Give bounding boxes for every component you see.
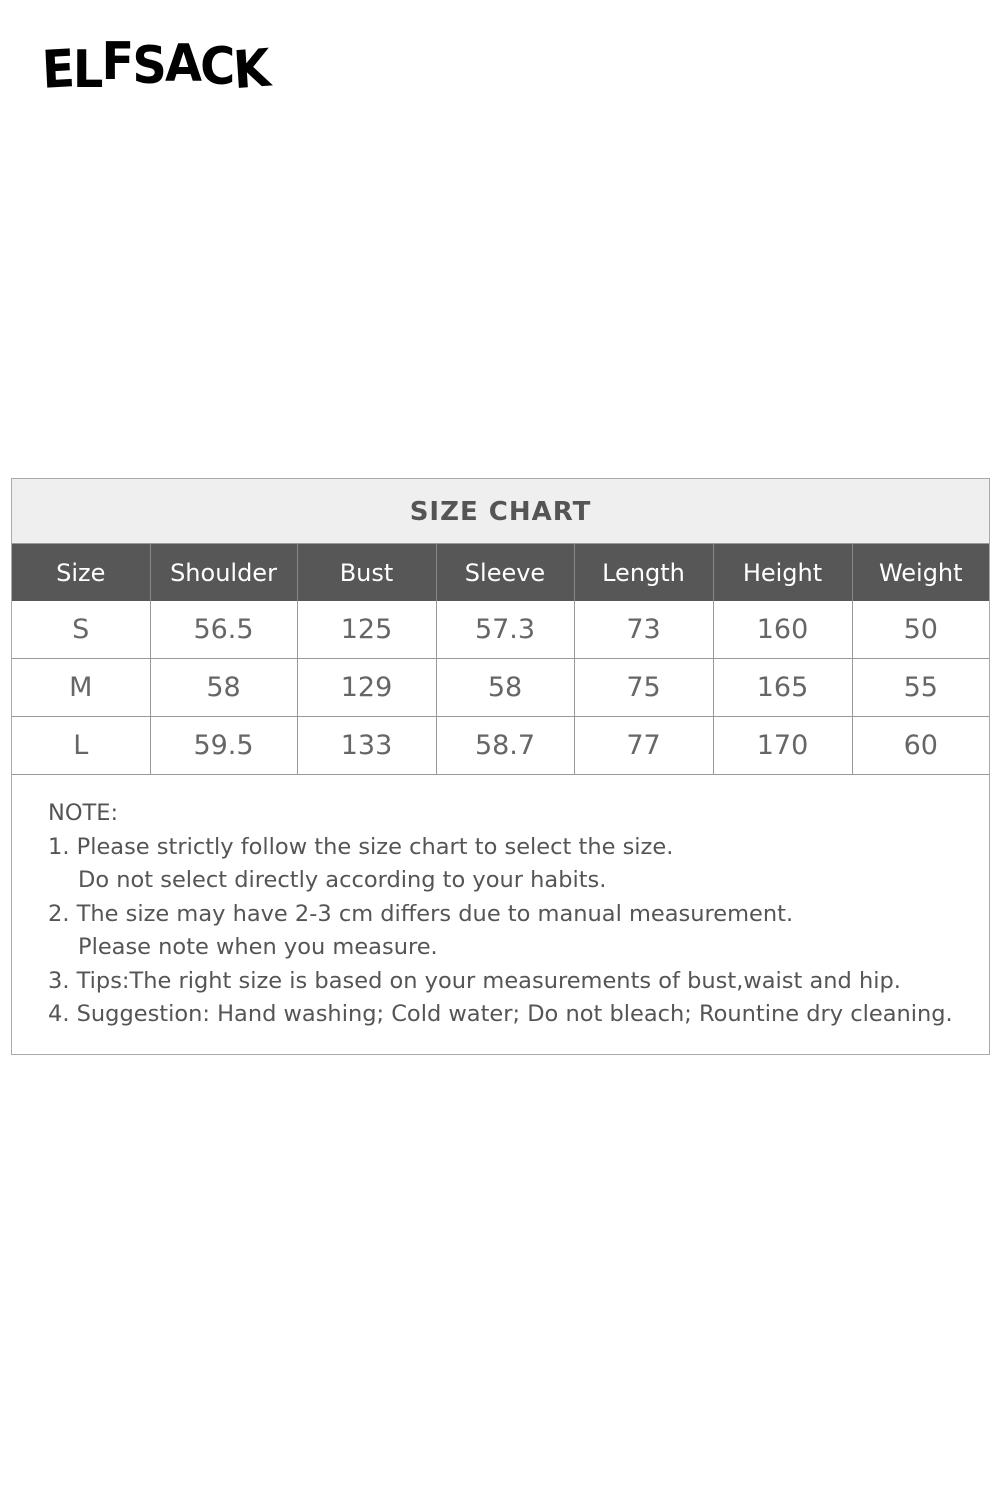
table-cell: 133 xyxy=(296,716,437,775)
table-cell: 50 xyxy=(851,601,989,659)
size-table: Size Shoulder Bust Sleeve Length Height Weight… xyxy=(12,544,989,775)
table-cell: 55 xyxy=(851,658,989,717)
table-cell: 56.5 xyxy=(149,601,298,659)
table-cell: 160 xyxy=(712,601,853,659)
column-header-weight: Weight xyxy=(852,544,989,601)
table-cell: 129 xyxy=(296,658,437,717)
column-header-length: Length xyxy=(574,544,714,601)
brand-logo: ELFSACK xyxy=(40,32,271,102)
table-row: L 59.5 133 58.7 77 170 60 xyxy=(12,716,989,775)
table-cell: 58 xyxy=(435,658,575,717)
note-line: 1. Please strictly follow the size chart… xyxy=(48,833,674,860)
column-header-height: Height xyxy=(713,544,853,601)
table-header-row: Size Shoulder Bust Sleeve Length Height Weight xyxy=(12,544,989,601)
size-chart: SIZE CHART Size Shoulder Bust Sleeve Length H… xyxy=(11,478,990,1055)
column-header-bust: Bust xyxy=(297,544,437,601)
table-cell: 57.3 xyxy=(435,601,575,659)
table-cell: 170 xyxy=(712,716,853,775)
size-chart-title: SIZE CHART xyxy=(12,479,989,544)
note-line: 3. Tips:The right size is based on your … xyxy=(48,967,901,994)
table-cell: 77 xyxy=(573,716,714,775)
table-cell: S xyxy=(12,601,151,659)
table-cell: 58.7 xyxy=(435,716,575,775)
column-header-size: Size xyxy=(12,544,151,601)
table-cell: 60 xyxy=(851,716,989,775)
table-cell: 73 xyxy=(573,601,714,659)
table-cell: M xyxy=(12,658,151,717)
table-cell: 59.5 xyxy=(149,716,298,775)
table-row: S 56.5 125 57.3 73 160 50 xyxy=(12,601,989,659)
note-line: Do not select directly according to your… xyxy=(78,867,607,893)
note-line: Please note when you measure. xyxy=(78,934,438,960)
table-row: M 58 129 58 75 165 55 xyxy=(12,658,989,717)
table-cell: 125 xyxy=(296,601,437,659)
column-header-shoulder: Shoulder xyxy=(150,544,298,601)
table-cell: 58 xyxy=(149,658,298,717)
column-header-sleeve: Sleeve xyxy=(436,544,575,601)
note-line: 2. The size may have 2-3 cm differs due … xyxy=(48,900,794,927)
table-cell: 75 xyxy=(573,658,714,717)
note-line: 4. Suggestion: Hand washing; Cold water;… xyxy=(48,1001,953,1027)
notes-section: NOTE: 1. Please strictly follow the size… xyxy=(12,775,989,1032)
table-cell: L xyxy=(12,716,151,775)
notes-heading: NOTE: xyxy=(48,800,119,826)
table-cell: 165 xyxy=(712,658,853,717)
